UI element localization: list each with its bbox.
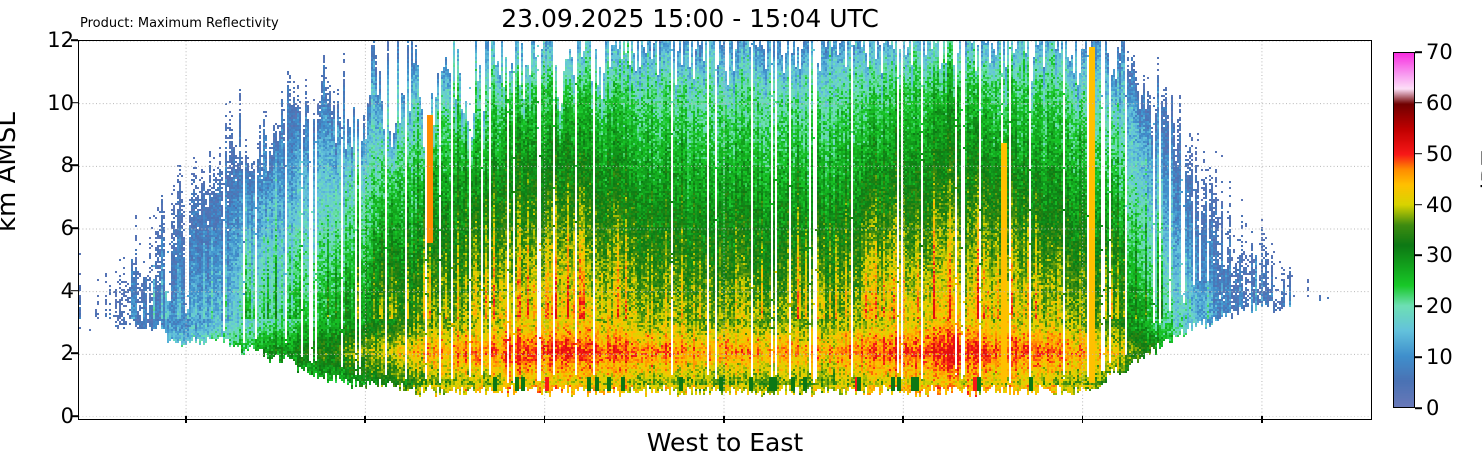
y-tick-mark bbox=[71, 227, 78, 229]
y-tick-mark bbox=[71, 101, 78, 104]
colorbar-tick-label: 20 bbox=[1426, 294, 1453, 319]
y-axis-label: km AMSL bbox=[0, 112, 22, 232]
y-tick-mark bbox=[71, 352, 78, 355]
product-label: Product: Maximum Reflectivity bbox=[80, 16, 279, 31]
y-tick-mark bbox=[71, 164, 78, 167]
colorbar-tick-mark bbox=[1415, 254, 1422, 257]
y-tick-label: 4 bbox=[60, 278, 74, 303]
colorbar-tick-label: 30 bbox=[1426, 243, 1453, 268]
y-tick-mark bbox=[71, 415, 78, 417]
x-tick-mark bbox=[543, 416, 546, 423]
reflectivity-heatmap bbox=[79, 41, 1369, 417]
colorbar-tick-mark bbox=[1415, 203, 1422, 206]
colorbar-tick-mark bbox=[1415, 152, 1422, 155]
colorbar-tick-mark bbox=[1415, 356, 1422, 358]
page-title: 23.09.2025 15:00 - 15:04 UTC bbox=[501, 4, 879, 33]
colorbar-tick-label: 40 bbox=[1426, 192, 1453, 217]
x-tick-mark bbox=[1260, 416, 1263, 423]
plot-area bbox=[78, 40, 1372, 420]
colorbar-tick-mark bbox=[1415, 102, 1422, 104]
colorbar-tick-label: 10 bbox=[1426, 345, 1453, 370]
colorbar-tick-label: 50 bbox=[1426, 141, 1453, 166]
y-tick-mark bbox=[71, 39, 78, 41]
y-tick-label: 6 bbox=[60, 216, 74, 240]
y-tick-label: 0 bbox=[60, 404, 74, 428]
colorbar bbox=[1393, 52, 1415, 408]
y-tick-label: 8 bbox=[60, 153, 74, 178]
x-tick-mark bbox=[902, 416, 904, 423]
colorbar-gradient bbox=[1394, 53, 1414, 407]
x-tick-mark bbox=[364, 416, 366, 423]
colorbar-tick-label: 60 bbox=[1426, 90, 1453, 115]
colorbar-tick-mark bbox=[1415, 407, 1422, 409]
x-tick-mark bbox=[1081, 416, 1084, 423]
y-tick-mark bbox=[71, 289, 78, 292]
y-tick-label: 2 bbox=[60, 341, 74, 366]
colorbar-tick-label: 0 bbox=[1426, 396, 1440, 420]
x-axis-label: West to East bbox=[646, 428, 804, 457]
colorbar-tick-mark bbox=[1415, 305, 1422, 308]
y-tick-label: 10 bbox=[47, 90, 74, 115]
y-tick-label: 12 bbox=[47, 28, 74, 52]
colorbar-tick-label: 70 bbox=[1426, 40, 1453, 64]
colorbar-tick-mark bbox=[1415, 51, 1422, 53]
x-tick-mark bbox=[185, 416, 187, 423]
heatmap-container bbox=[79, 41, 1369, 417]
colorbar-label: dBZ bbox=[1477, 149, 1482, 198]
x-tick-mark bbox=[723, 416, 725, 423]
